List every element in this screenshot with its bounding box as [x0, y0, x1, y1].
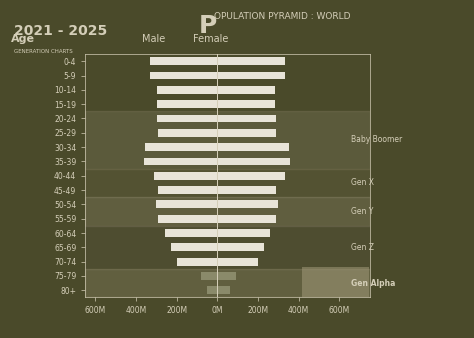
- Bar: [157, 115, 218, 122]
- Bar: [85, 226, 370, 269]
- Bar: [218, 200, 278, 208]
- Bar: [201, 272, 218, 280]
- Bar: [157, 86, 218, 94]
- Bar: [145, 143, 218, 151]
- Bar: [171, 243, 218, 251]
- Bar: [85, 197, 370, 226]
- Bar: [218, 243, 264, 251]
- Bar: [218, 215, 276, 223]
- Text: Gen Alpha: Gen Alpha: [351, 279, 396, 288]
- Bar: [218, 258, 258, 266]
- Bar: [158, 186, 218, 194]
- Bar: [207, 286, 218, 294]
- Bar: [218, 72, 285, 79]
- Text: Gen Z: Gen Z: [351, 243, 374, 252]
- FancyBboxPatch shape: [301, 267, 369, 297]
- Bar: [157, 100, 218, 108]
- Bar: [155, 172, 218, 180]
- Text: Age: Age: [11, 34, 35, 44]
- Bar: [85, 169, 370, 197]
- Text: Male: Male: [142, 34, 165, 44]
- Bar: [218, 272, 236, 280]
- Bar: [85, 111, 370, 169]
- Text: Female: Female: [193, 34, 229, 44]
- Text: P: P: [199, 14, 218, 38]
- Bar: [218, 86, 275, 94]
- Bar: [218, 143, 290, 151]
- Bar: [218, 172, 285, 180]
- Bar: [150, 72, 218, 79]
- Bar: [218, 286, 229, 294]
- Text: Gen Y: Gen Y: [351, 207, 374, 216]
- Bar: [218, 57, 285, 65]
- Text: GENERATION CHARTS: GENERATION CHARTS: [14, 49, 73, 54]
- Text: OPULATION PYRAMID : WORLD: OPULATION PYRAMID : WORLD: [214, 12, 351, 21]
- Bar: [156, 200, 218, 208]
- Bar: [144, 158, 218, 165]
- Bar: [85, 269, 370, 297]
- Bar: [158, 129, 218, 137]
- Bar: [164, 229, 218, 237]
- Bar: [177, 258, 218, 266]
- Text: Gen X: Gen X: [351, 178, 374, 187]
- Bar: [218, 129, 276, 137]
- Text: Baby Boomer: Baby Boomer: [351, 136, 403, 144]
- Bar: [158, 215, 218, 223]
- Text: 2021 - 2025: 2021 - 2025: [14, 24, 108, 38]
- Bar: [218, 229, 270, 237]
- Bar: [218, 186, 276, 194]
- Bar: [218, 115, 276, 122]
- Bar: [218, 158, 291, 165]
- Bar: [218, 100, 275, 108]
- Bar: [150, 57, 218, 65]
